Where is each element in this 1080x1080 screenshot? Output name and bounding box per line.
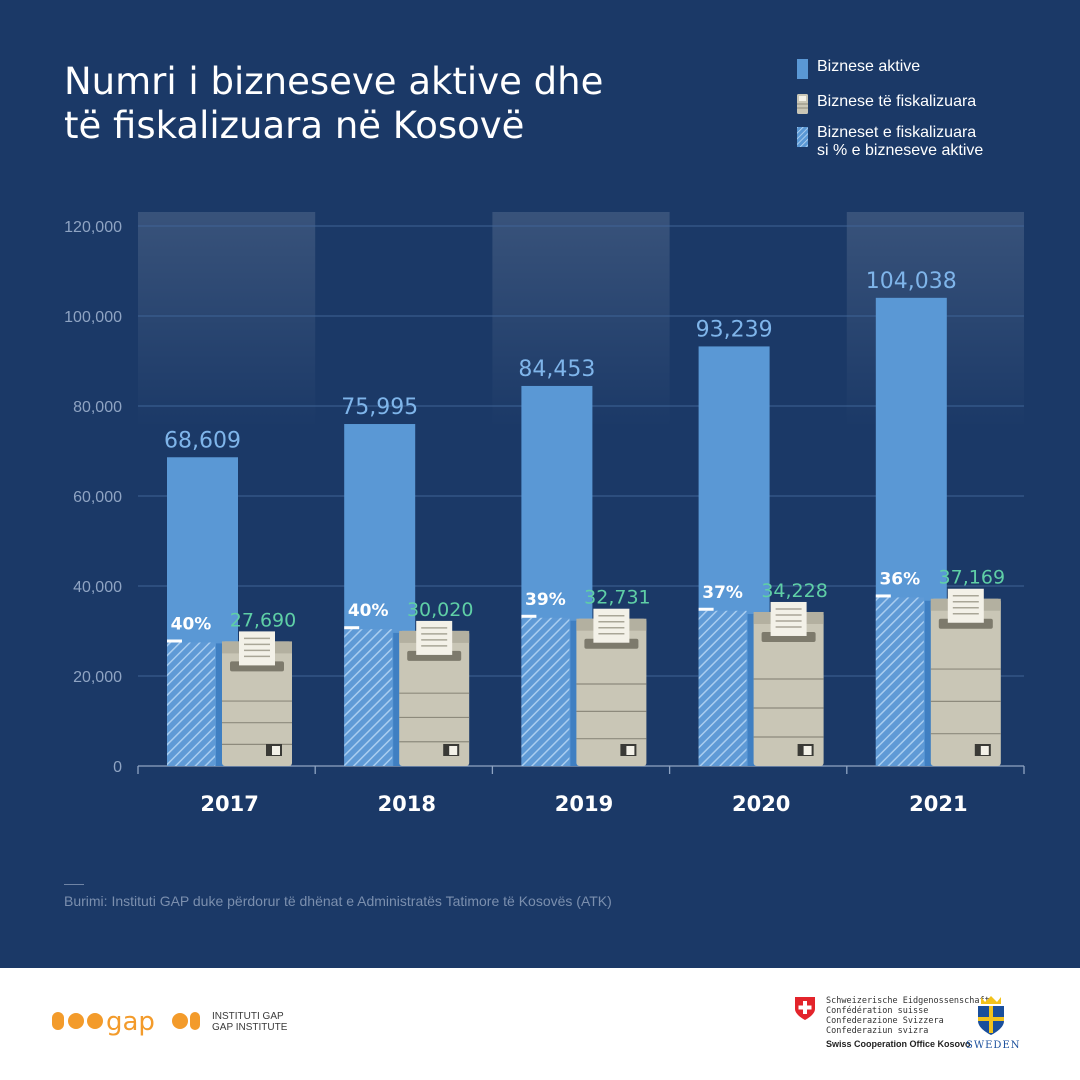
fiscal-machine-bar bbox=[747, 601, 824, 766]
share-hatched-bar bbox=[344, 629, 393, 766]
active-value-label: 75,995 bbox=[341, 395, 418, 420]
share-hatched-bar bbox=[698, 610, 747, 766]
fiscal-value-label: 32,731 bbox=[584, 587, 650, 609]
active-value-label: 93,239 bbox=[696, 317, 773, 342]
sweden-label: SWEDEN bbox=[966, 1040, 1021, 1051]
drawer-paper bbox=[272, 746, 280, 755]
gap-institute-name: INSTITUTI GAP GAP INSTITUTE bbox=[212, 1011, 287, 1033]
fiscal-receipt bbox=[947, 588, 984, 623]
share-value-label: 37% bbox=[702, 583, 743, 603]
sweden-crest-icon bbox=[978, 996, 1004, 1035]
legend-swatch-active bbox=[797, 59, 808, 79]
x-category-label: 2020 bbox=[732, 792, 790, 816]
share-marker bbox=[344, 626, 360, 630]
source-note: Burimi: Instituti GAP duke përdorur të d… bbox=[64, 893, 612, 909]
swiss-office-label: Swiss Cooperation Office Kosovo bbox=[826, 1039, 971, 1049]
fiscal-machine-bar bbox=[924, 588, 1001, 766]
fiscal-receipt bbox=[770, 601, 807, 636]
drawer-paper bbox=[449, 746, 458, 755]
active-value-label: 84,453 bbox=[518, 357, 595, 382]
y-tick-label: 100,000 bbox=[64, 309, 122, 326]
y-tick-label: 20,000 bbox=[73, 669, 122, 686]
share-hatched-bar bbox=[875, 597, 924, 766]
fiscal-business-bar bbox=[222, 641, 292, 766]
gap-name-line-1: INSTITUTI GAP bbox=[212, 1011, 284, 1022]
fiscal-business-bar bbox=[399, 630, 470, 766]
year-highlight-band bbox=[138, 212, 316, 428]
chart-title-line-1: Numri i bizneseve aktive dhe bbox=[64, 60, 604, 103]
bar-chart: 020,00040,00060,00080,000100,000120,000 … bbox=[64, 212, 1025, 816]
x-category-label: 2018 bbox=[378, 792, 436, 816]
fiscal-receipt bbox=[239, 631, 275, 666]
fiscal-bar-shadow bbox=[393, 632, 402, 766]
legend-label-share-1: Bizneset e fiskalizuara bbox=[817, 124, 977, 141]
x-category-label: 2021 bbox=[909, 792, 967, 816]
share-marker bbox=[875, 594, 891, 598]
fiscal-value-label: 37,169 bbox=[939, 567, 1005, 589]
share-marker bbox=[521, 614, 537, 618]
drawer-paper bbox=[626, 746, 635, 755]
fiscal-machine-bar bbox=[216, 631, 292, 766]
share-value-label: 36% bbox=[879, 569, 920, 589]
swiss-line-3: Confederazione Svizzera bbox=[826, 1016, 944, 1026]
x-category-label: 2019 bbox=[555, 792, 613, 816]
legend-label-fiscal: Biznese të fiskalizuara bbox=[817, 93, 977, 110]
fiscal-value-label: 27,690 bbox=[230, 609, 296, 631]
fiscal-receipt bbox=[593, 608, 630, 643]
y-tick-label: 0 bbox=[113, 759, 122, 776]
swiss-line-4: Confederaziun svizra bbox=[826, 1026, 929, 1036]
fiscal-bar-shadow bbox=[216, 643, 224, 766]
chart-panel: Numri i bizneseve aktive dhe të fiskaliz… bbox=[0, 0, 1080, 968]
chart-title-line-2: të fiskalizuara në Kosovë bbox=[64, 104, 525, 147]
x-category-label: 2017 bbox=[200, 792, 258, 816]
hatch-swatch-icon bbox=[797, 127, 808, 147]
fiscal-business-bar bbox=[753, 611, 824, 766]
share-value-label: 39% bbox=[525, 590, 566, 610]
legend-label-active: Biznese aktive bbox=[817, 58, 921, 75]
fiscal-machine-bar bbox=[570, 608, 647, 766]
fiscal-bar-shadow bbox=[747, 613, 756, 766]
y-tick-label: 80,000 bbox=[73, 399, 122, 416]
fiscal-machine-icon bbox=[797, 94, 808, 114]
gap-name-line-2: GAP INSTITUTE bbox=[212, 1022, 288, 1033]
source-divider bbox=[64, 884, 84, 885]
active-value-label: 104,038 bbox=[866, 269, 957, 294]
share-marker bbox=[167, 639, 182, 643]
chart-title: Numri i bizneseve aktive dhe të fiskaliz… bbox=[64, 60, 664, 148]
legend-label-share-2: si % e bizneseve aktive bbox=[817, 142, 984, 159]
swiss-line-1: Schweizerische Eidgenossenschaft bbox=[826, 996, 990, 1006]
gap-institute-logo: gap bbox=[52, 1008, 200, 1037]
share-marker bbox=[698, 607, 714, 611]
swiss-line-2: Confédération suisse bbox=[826, 1006, 929, 1016]
share-value-label: 40% bbox=[348, 601, 389, 621]
fiscal-bar-shadow bbox=[924, 600, 933, 766]
drawer-paper bbox=[980, 746, 989, 755]
fiscal-bar-shadow bbox=[570, 620, 579, 766]
share-hatched-bar bbox=[167, 642, 215, 766]
drawer-paper bbox=[803, 746, 812, 755]
share-value-label: 40% bbox=[171, 615, 212, 635]
active-value-label: 68,609 bbox=[164, 428, 241, 453]
swiss-confederation-text: Schweizerische Eidgenossenschaft Confédé… bbox=[826, 996, 990, 1036]
y-tick-label: 40,000 bbox=[73, 579, 122, 596]
fiscal-receipt bbox=[416, 620, 453, 655]
fiscal-value-label: 30,020 bbox=[407, 599, 473, 621]
share-hatched-bar bbox=[521, 617, 570, 766]
fiscal-value-label: 34,228 bbox=[761, 580, 827, 602]
fiscal-business-bar bbox=[930, 598, 1001, 766]
fiscal-business-bar bbox=[576, 618, 647, 766]
fiscal-machine-bar bbox=[393, 620, 470, 766]
y-tick-label: 120,000 bbox=[64, 219, 122, 236]
swiss-flag-icon bbox=[795, 997, 815, 1020]
y-tick-label: 60,000 bbox=[73, 489, 122, 506]
gap-logo-wordmark: gap bbox=[106, 1008, 155, 1037]
